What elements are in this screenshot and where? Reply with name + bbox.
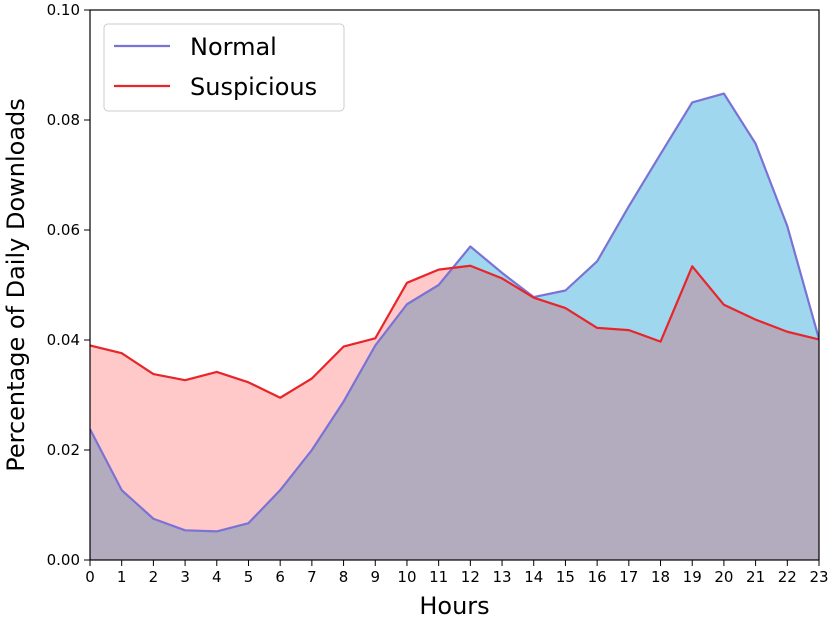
- x-tick-label: 3: [180, 568, 190, 586]
- x-tick-label: 14: [524, 568, 543, 586]
- x-tick-label: 23: [809, 568, 828, 586]
- legend: Normal Suspicious: [103, 23, 345, 112]
- legend-label-normal: Normal: [190, 33, 277, 61]
- plot-areas: [90, 93, 819, 560]
- x-tick-label: 12: [461, 568, 480, 586]
- x-tick-label: 16: [588, 568, 607, 586]
- x-tick-label: 8: [339, 568, 349, 586]
- plot-lines: [90, 92, 819, 533]
- x-tick-label: 17: [619, 568, 638, 586]
- line-suspicious: [90, 264, 819, 399]
- x-tick-label: 9: [370, 568, 380, 586]
- x-tick-label: 22: [778, 568, 797, 586]
- x-tick-label: 10: [397, 568, 416, 586]
- y-tick-label: 0.02: [47, 441, 80, 459]
- x-tick-label: 13: [492, 568, 511, 586]
- x-axis-ticks: 0 1 2 3 4 5 6 7 8 9 10 11 12 13 14 15 16 17 18 19 20 21 22 23: [85, 560, 829, 586]
- x-tick-label: 15: [556, 568, 575, 586]
- y-tick-label: 0.10: [47, 1, 80, 19]
- legend-label-suspicious: Suspicious: [190, 73, 317, 101]
- y-tick-label: 0.08: [47, 111, 80, 129]
- x-tick-label: 2: [149, 568, 159, 586]
- y-axis-label: Percentage of Daily Downloads: [2, 98, 30, 472]
- x-tick-label: 7: [307, 568, 317, 586]
- x-tick-label: 5: [244, 568, 254, 586]
- x-tick-label: 18: [651, 568, 670, 586]
- area-overlap: [90, 265, 819, 560]
- x-axis-label: Hours: [419, 592, 489, 620]
- x-tick-label: 20: [714, 568, 733, 586]
- plot-frame: [89, 9, 820, 561]
- x-tick-label: 11: [429, 568, 448, 586]
- y-axis-ticks: 0.00 0.02 0.04 0.06 0.08 0.10: [47, 1, 90, 569]
- x-tick-label: 6: [275, 568, 285, 586]
- y-tick-label: 0.00: [47, 551, 80, 569]
- x-tick-label: 0: [85, 568, 95, 586]
- x-tick-label: 19: [683, 568, 702, 586]
- y-tick-label: 0.06: [47, 221, 80, 239]
- x-tick-label: 4: [212, 568, 222, 586]
- line-normal: [90, 92, 819, 533]
- x-tick-label: 1: [117, 568, 127, 586]
- y-tick-label: 0.04: [47, 331, 80, 349]
- x-tick-label: 21: [746, 568, 765, 586]
